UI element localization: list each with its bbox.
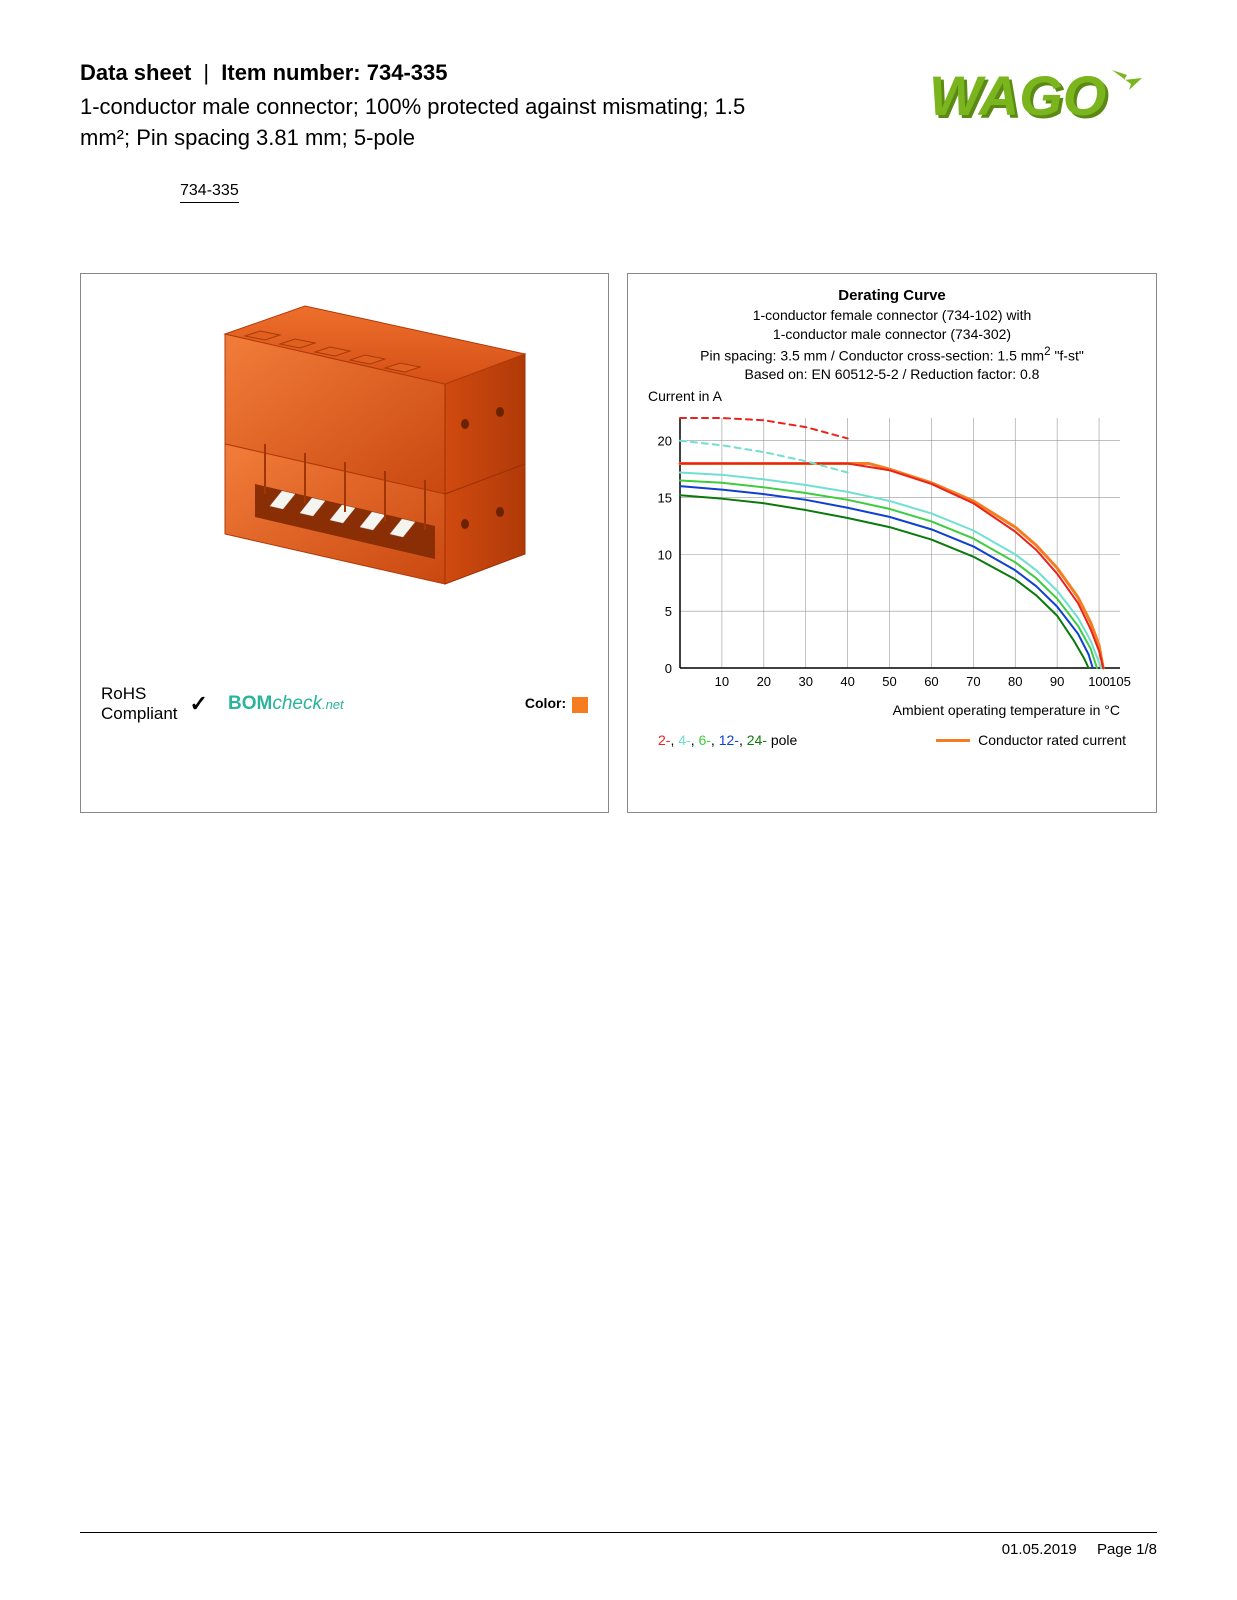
- svg-text:0: 0: [665, 661, 672, 676]
- wago-logo: WAGO WAGO: [927, 60, 1157, 140]
- svg-text:20: 20: [757, 674, 771, 689]
- chart-subtitle-4: Based on: EN 60512-5-2 / Reduction facto…: [644, 365, 1140, 384]
- svg-text:10: 10: [715, 674, 729, 689]
- color-label: Color:: [525, 695, 588, 712]
- bomcheck-bold: BOM: [228, 693, 272, 714]
- legend-pole-item: 4-: [678, 732, 690, 748]
- chart-legend: 2-, 4-, 6-, 12-, 24- pole Conductor rate…: [644, 732, 1140, 748]
- x-axis-label: Ambient operating temperature in °C: [644, 702, 1140, 718]
- rohs-line2: Compliant: [101, 704, 178, 723]
- svg-text:20: 20: [658, 434, 672, 449]
- svg-text:10: 10: [658, 547, 672, 562]
- svg-text:60: 60: [924, 674, 938, 689]
- page-footer: 01.05.2019 Page 1/8: [80, 1532, 1157, 1558]
- header-text: Data sheet | Item number: 734-335 1-cond…: [80, 60, 927, 154]
- legend-poles: 2-, 4-, 6-, 12-, 24- pole: [658, 732, 797, 748]
- svg-text:5: 5: [665, 604, 672, 619]
- legend-pole-item: 12-: [719, 732, 739, 748]
- y-axis-label: Current in A: [648, 388, 1140, 404]
- chart-subtitle-2: 1-conductor male connector (734-302): [644, 325, 1140, 344]
- check-icon: ✓: [190, 691, 208, 717]
- rohs-label: RoHS Compliant: [101, 684, 178, 725]
- chart-subtitle-3-suffix: "f-st": [1051, 347, 1084, 363]
- rohs-line1: RoHS: [101, 684, 146, 703]
- item-label: Item number:: [221, 60, 360, 85]
- rated-line-sample: [936, 739, 970, 742]
- legend-pole-item: 6-: [698, 732, 710, 748]
- product-description: 1-conductor male connector; 100% protect…: [80, 92, 800, 154]
- footer-page: Page 1/8: [1097, 1541, 1157, 1558]
- page-title: Data sheet | Item number: 734-335: [80, 60, 927, 86]
- svg-text:90: 90: [1050, 674, 1064, 689]
- svg-text:105: 105: [1109, 674, 1131, 689]
- svg-text:50: 50: [882, 674, 896, 689]
- color-label-text: Color:: [525, 695, 566, 711]
- color-swatch: [572, 697, 588, 713]
- chart-subtitle-3: Pin spacing: 3.5 mm / Conductor cross-se…: [644, 344, 1140, 366]
- product-panel: RoHS Compliant ✓ BOMcheck.net Color:: [80, 273, 609, 813]
- chart-subtitle-3-prefix: Pin spacing: 3.5 mm / Conductor cross-se…: [700, 347, 1044, 363]
- legend-poles-suffix: pole: [767, 732, 797, 748]
- legend-rated: Conductor rated current: [936, 732, 1126, 748]
- svg-text:70: 70: [966, 674, 980, 689]
- chart-subtitle-1: 1-conductor female connector (734-102) w…: [644, 306, 1140, 325]
- footer-date: 01.05.2019: [1002, 1541, 1077, 1558]
- datasheet-label: Data sheet: [80, 60, 191, 85]
- chart-panel: Derating Curve 1-conductor female connec…: [627, 273, 1157, 813]
- svg-text:15: 15: [658, 491, 672, 506]
- svg-text:30: 30: [798, 674, 812, 689]
- legend-rated-label: Conductor rated current: [978, 732, 1126, 748]
- legend-pole-item: 2-: [658, 732, 670, 748]
- legend-pole-item: 24-: [747, 732, 767, 748]
- item-number: 734-335: [367, 60, 448, 85]
- bomcheck-logo: BOMcheck.net: [228, 693, 344, 715]
- item-link[interactable]: 734-335: [180, 182, 239, 203]
- svg-text:40: 40: [840, 674, 854, 689]
- chart-title: Derating Curve: [644, 286, 1140, 306]
- bomcheck-suffix: .net: [322, 697, 344, 712]
- derating-chart: 10 20 30 40 50 60 70 80 90 100105 0 5 10 15 20: [644, 408, 1144, 698]
- product-image: [101, 294, 588, 654]
- bomcheck-mid: check: [272, 693, 322, 714]
- svg-text:100: 100: [1088, 674, 1110, 689]
- logo-arrow-icon: [1112, 70, 1142, 90]
- compliance-row: RoHS Compliant ✓ BOMcheck.net Color:: [101, 684, 588, 725]
- title-separator: |: [203, 60, 209, 85]
- logo-main-text: WAGO: [929, 64, 1106, 127]
- header: Data sheet | Item number: 734-335 1-cond…: [80, 60, 1157, 154]
- panels-row: RoHS Compliant ✓ BOMcheck.net Color: Der…: [80, 273, 1157, 813]
- svg-text:80: 80: [1008, 674, 1022, 689]
- chart-header: Derating Curve 1-conductor female connec…: [644, 286, 1140, 384]
